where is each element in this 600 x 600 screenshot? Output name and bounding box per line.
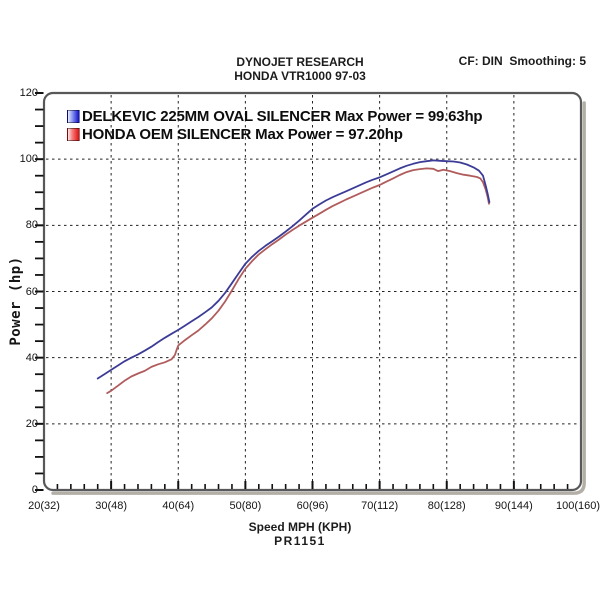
y-tick-label: 100 bbox=[19, 153, 38, 166]
run-id: PR1151 bbox=[274, 534, 326, 548]
legend-row-honda: HONDA OEM SILENCER Max Power = 97.20hp bbox=[67, 126, 482, 144]
y-tick-label: 60 bbox=[25, 285, 38, 298]
honda-series-swatch-icon bbox=[67, 127, 80, 141]
y-tick-label: 0 bbox=[31, 484, 38, 496]
x-tick-label: 100(160) bbox=[555, 500, 600, 512]
plot-frame-shadow bbox=[51, 101, 586, 495]
title-line-2: HONDA VTR1000 97-03 bbox=[234, 69, 366, 83]
x-axis-title: Speed MPH (KPH) bbox=[248, 520, 352, 534]
legend-row-delkevic: DELKEVIC 225MM OVAL SILENCER Max Power =… bbox=[67, 108, 483, 126]
chart-header: DYNOJET RESEARCH HONDA VTR1000 97-03 bbox=[0, 55, 600, 83]
x-tick-label: 30(48) bbox=[95, 500, 128, 512]
y-tick-label: 20 bbox=[25, 417, 38, 430]
y-tick-label: 40 bbox=[25, 351, 38, 364]
x-tick-label: 60(96) bbox=[296, 500, 329, 512]
legend-label-delkevic: DELKEVIC 225MM OVAL SILENCER Max Power =… bbox=[82, 108, 483, 126]
y-axis-title: Power (hp) bbox=[8, 256, 24, 346]
power-curve-delkevic bbox=[96, 159, 491, 380]
power-curve-honda bbox=[106, 167, 490, 395]
x-tick-label: 50(80) bbox=[229, 500, 262, 512]
legend-label-honda: HONDA OEM SILENCER Max Power = 97.20hp bbox=[82, 125, 403, 143]
y-tick-label: 120 bbox=[19, 87, 38, 99]
legend: DELKEVIC 225MM OVAL SILENCER Max Power =… bbox=[67, 108, 483, 144]
x-tick-label: 90(144) bbox=[494, 500, 533, 512]
correction-smoothing-info: CF: DIN Smoothing: 5 bbox=[458, 54, 586, 68]
delkevic-series-swatch-icon bbox=[67, 110, 80, 124]
x-tick-label: 80(128) bbox=[427, 500, 466, 512]
x-tick-label: 70(112) bbox=[361, 500, 399, 512]
title-line-1: DYNOJET RESEARCH bbox=[236, 55, 364, 69]
plot-frame bbox=[42, 91, 583, 492]
x-tick-label: 40(64) bbox=[162, 500, 195, 512]
y-tick-label: 80 bbox=[25, 219, 38, 232]
x-tick-label: 20(32) bbox=[28, 500, 60, 512]
